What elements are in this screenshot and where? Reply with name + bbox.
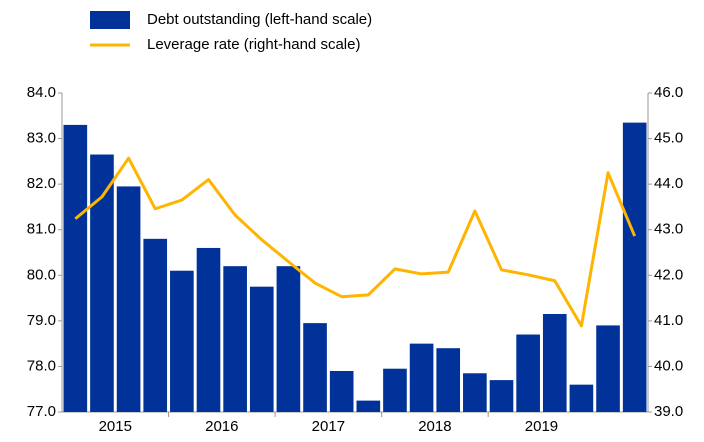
y-tick-label: 83.0 bbox=[27, 130, 56, 147]
y-tick-label: 81.0 bbox=[27, 221, 56, 238]
bar bbox=[223, 266, 247, 412]
bar bbox=[622, 122, 647, 412]
y-tick-label: 79.0 bbox=[27, 312, 56, 329]
y2-tick-label: 45.0 bbox=[654, 130, 683, 147]
bar bbox=[329, 370, 354, 412]
legend-swatch bbox=[90, 11, 130, 29]
y2-tick-label: 40.0 bbox=[654, 357, 683, 374]
y2-tick-label: 39.0 bbox=[654, 403, 683, 420]
legend-label: Debt outstanding (left-hand scale) bbox=[147, 11, 372, 28]
bar bbox=[356, 400, 381, 412]
x-tick-label: 2015 bbox=[99, 418, 132, 435]
y-tick-label: 82.0 bbox=[27, 175, 56, 192]
x-tick-label: 2019 bbox=[525, 418, 558, 435]
bar bbox=[116, 186, 141, 412]
bar bbox=[170, 270, 194, 412]
bar bbox=[63, 124, 88, 413]
bar bbox=[436, 348, 461, 412]
y2-tick-label: 42.0 bbox=[654, 266, 683, 283]
bar bbox=[489, 380, 514, 412]
bar bbox=[90, 154, 114, 412]
bar bbox=[303, 323, 327, 412]
bar bbox=[383, 368, 407, 412]
line bbox=[74, 156, 637, 328]
legend-label: Leverage rate (right-hand scale) bbox=[147, 36, 360, 53]
bar bbox=[249, 286, 274, 412]
x-tick-label: 2017 bbox=[312, 418, 345, 435]
y2-tick-label: 46.0 bbox=[654, 84, 683, 101]
y-tick-label: 78.0 bbox=[27, 357, 56, 374]
bar bbox=[542, 314, 567, 412]
bar bbox=[463, 373, 487, 412]
bar bbox=[516, 334, 540, 412]
bar bbox=[569, 384, 594, 412]
y-tick-label: 84.0 bbox=[27, 84, 56, 101]
y-tick-label: 80.0 bbox=[27, 266, 56, 283]
y2-tick-label: 41.0 bbox=[654, 312, 683, 329]
y2-tick-label: 44.0 bbox=[654, 175, 683, 192]
bar bbox=[409, 343, 434, 412]
y-tick-label: 77.0 bbox=[27, 403, 56, 420]
y2-tick-label: 43.0 bbox=[654, 221, 683, 238]
x-tick-label: 2016 bbox=[205, 418, 238, 435]
x-tick-label: 2018 bbox=[418, 418, 451, 435]
bar bbox=[143, 238, 168, 412]
bar bbox=[276, 266, 301, 412]
bar bbox=[196, 247, 221, 412]
bar bbox=[596, 325, 620, 412]
